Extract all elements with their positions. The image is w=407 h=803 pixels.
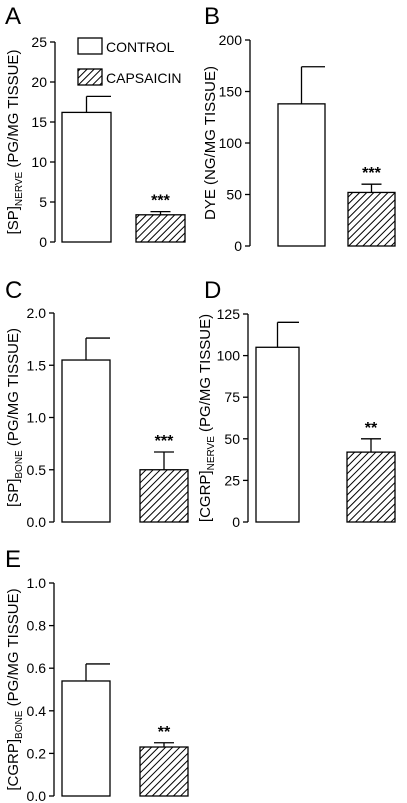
y-tick-label: 1.0 (27, 410, 47, 426)
y-axis-label: DYE (NG/MG TISSUE) (202, 66, 219, 220)
panel-e: E0.00.20.40.60.81.0[CGRP]BONE (PG/MG TIS… (5, 546, 189, 803)
significance-marker: ** (365, 420, 378, 437)
legend-label-control: CONTROL (106, 39, 175, 55)
panel-a: A 0 5 10 15 20 25 [SP]NERVE (PG/MG TISSUE) *** CO… (5, 3, 186, 250)
legend-swatch-capsaicin (77, 68, 103, 86)
panel-letter: B (204, 3, 220, 30)
significance-marker: ** (158, 724, 171, 741)
y-tick-label: 0 (232, 514, 240, 530)
y-axis-label-main: [SP] (5, 479, 22, 507)
y-tick-label: 100 (217, 348, 241, 364)
y-tick-label: 150 (219, 84, 243, 100)
y-tick-label: 0.8 (27, 618, 47, 634)
y-axis-label-units: (PG/MG TISSUE) (5, 588, 22, 710)
panel-c: C0.00.51.01.52.0[SP]BONE (PG/MG TISSUE) *… (5, 277, 189, 530)
y-tick-label: 1.0 (27, 575, 47, 591)
y-tick-label: 0 (39, 234, 47, 250)
y-tick-label: 0.0 (27, 788, 47, 803)
y-axis-label-subscript: BONE (14, 450, 25, 479)
y-tick-label: 0.0 (27, 514, 47, 530)
y-axis-label: [SP]BONE (PG/MG TISSUE) (5, 328, 25, 507)
y-tick-label: 50 (226, 187, 242, 203)
y-axis-label-subscript: NERVE (206, 436, 217, 471)
y-axis-label-units: (PG/MG TISSUE) (5, 50, 22, 172)
bar-control (61, 359, 111, 523)
y-axis-label: [CGRP]NERVE (PG/MG TISSUE) (197, 314, 217, 522)
y-tick-label: 50 (224, 431, 240, 447)
y-tick-label: 125 (217, 306, 241, 322)
bar-capsaicin (346, 451, 396, 523)
bar-control (277, 103, 326, 247)
legend-label-capsaicin: CAPSAICIN (106, 70, 181, 86)
y-tick-label: 0.4 (27, 703, 47, 719)
y-tick-label: 5 (39, 194, 47, 210)
y-tick-label: 100 (219, 135, 243, 151)
y-axis-label-subscript: NERVE (14, 171, 25, 206)
y-axis-label-units: (PG/MG TISSUE) (5, 328, 22, 450)
y-tick-label: 25 (224, 472, 240, 488)
legend-swatch-control (77, 37, 103, 55)
y-tick-label: 75 (224, 389, 240, 405)
y-tick-label: 0 (234, 238, 242, 254)
y-axis-label-units: (PG/MG TISSUE) (197, 314, 214, 436)
y-tick-label: 25 (31, 34, 47, 50)
y-axis-label-main: [SP] (5, 206, 22, 234)
panel-letter: C (5, 277, 22, 304)
bar-capsaicin (139, 469, 189, 523)
bar-capsaicin (135, 214, 186, 243)
panel-letter: E (5, 546, 21, 573)
legend: CONTROL CAPSAICIN (77, 37, 181, 86)
significance-marker: *** (151, 193, 170, 210)
y-tick-label: 0.5 (27, 462, 47, 478)
y-tick-label: 0.6 (27, 660, 47, 676)
y-axis-label-main: DYE (NG/MG TISSUE) (202, 66, 219, 220)
y-axis-label-main: [CGRP] (5, 739, 22, 791)
y-axis-label-main: [CGRP] (197, 470, 214, 522)
bar-control (61, 111, 112, 243)
y-tick-label: 1.5 (27, 357, 47, 373)
y-axis-label: [CGRP]BONE (PG/MG TISSUE) (5, 588, 25, 790)
bar-control (255, 346, 300, 523)
bar-control (61, 680, 111, 797)
panel-letter: A (5, 3, 21, 30)
y-tick-label: 15 (31, 114, 47, 130)
y-tick-label: 2.0 (27, 305, 47, 321)
panel-b: B 0 50 100 150 200 DYE (NG/MG TISSUE) *** (202, 3, 396, 254)
y-tick-label: 200 (219, 32, 243, 48)
panel-letter: D (204, 277, 221, 304)
significance-marker: *** (155, 433, 174, 450)
y-axis-label: [SP]NERVE (PG/MG TISSUE) (5, 50, 25, 235)
y-tick-label: 20 (31, 74, 47, 90)
bar-capsaicin (347, 191, 396, 247)
bar-capsaicin (139, 746, 189, 797)
y-tick-label: 10 (31, 154, 47, 170)
y-axis-label-subscript: BONE (14, 710, 25, 739)
significance-marker: *** (362, 165, 381, 182)
y-tick-label: 0.2 (27, 745, 47, 761)
